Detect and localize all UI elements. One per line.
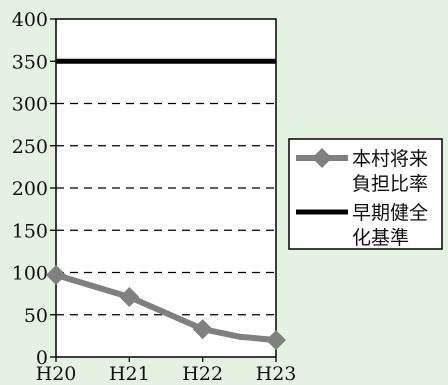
legend-label-2-1: 早期健全 — [352, 202, 428, 224]
data-point-H20 — [46, 265, 66, 286]
legend-label-1-2: 負担比率 — [352, 173, 428, 195]
y-tick-label-300: 300 — [12, 94, 48, 116]
y-tick-label-50: 50 — [24, 305, 48, 327]
x-tick-label-H20: H20 — [36, 363, 77, 385]
y-tick-label-100: 100 — [12, 263, 48, 285]
legend-label-2-2: 化基準 — [352, 227, 409, 249]
data-point-H21 — [119, 287, 140, 308]
x-tick-label-H23: H23 — [256, 363, 297, 385]
y-tick-label-400: 400 — [12, 9, 48, 31]
y-axis: 0 50 100 150 200 250 300 350 400 — [12, 9, 56, 369]
y-tick-label-200: 200 — [12, 178, 48, 200]
x-tick-label-H22: H22 — [182, 363, 223, 385]
y-tick-label-250: 250 — [12, 136, 48, 158]
series-layer — [46, 58, 286, 351]
legend-label-1-1: 本村将来 — [352, 148, 428, 170]
x-axis: H20 H21 H22 H23 — [36, 357, 297, 385]
plot-area — [55, 18, 277, 358]
y-tick-label-0: 0 — [36, 347, 48, 369]
x-tick-label-H21: H21 — [109, 363, 150, 385]
data-point-H22 — [192, 319, 213, 340]
y-tick-label-150: 150 — [12, 220, 48, 242]
legend-swatch-marker-1 — [312, 148, 332, 168]
series-line-1 — [55, 272, 277, 344]
y-tick-label-350: 350 — [12, 51, 48, 73]
data-point-H23 — [266, 330, 286, 351]
